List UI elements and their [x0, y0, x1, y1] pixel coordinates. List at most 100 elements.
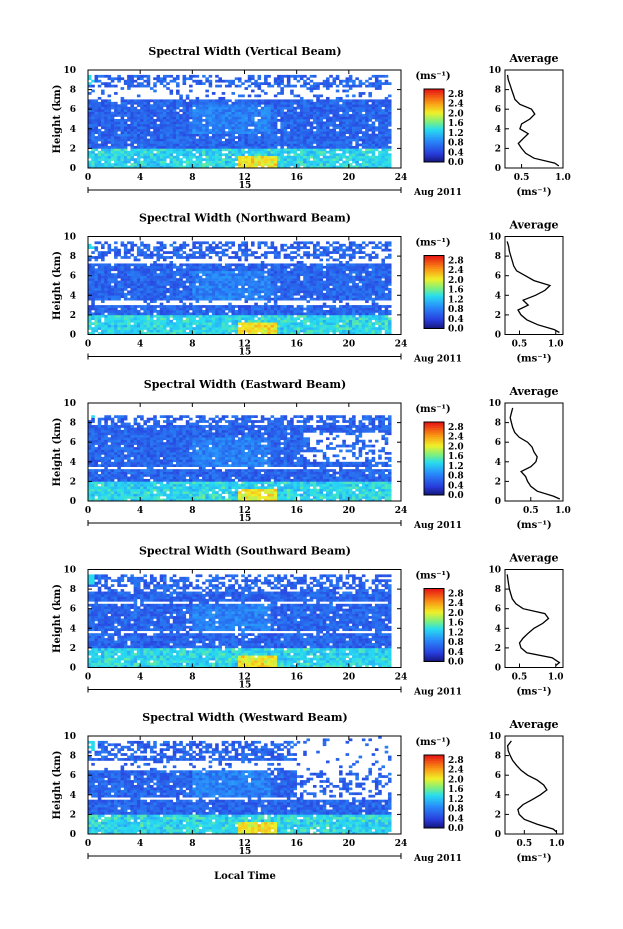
heatmap-cell [368, 111, 372, 115]
heatmap-cell [185, 121, 190, 125]
heatmap-cell [293, 84, 297, 88]
heatmap-cell [228, 163, 232, 166]
heatmap-cell [358, 106, 363, 110]
heatmap-cell [140, 263, 144, 267]
heatmap-cell [348, 148, 353, 152]
heatmap-cell [169, 327, 174, 330]
heatmap-cell [146, 119, 151, 122]
heatmap-cell [192, 314, 196, 318]
heatmap-cell [260, 106, 265, 110]
heatmap-cell [176, 153, 180, 157]
heatmap-cell [316, 96, 320, 100]
heatmap-cell [211, 283, 216, 286]
heatmap-cell [130, 109, 134, 112]
heatmap-cell [326, 101, 330, 105]
heatmap-cell [192, 116, 196, 120]
heatmap-cell [339, 116, 343, 120]
heatmap-cell [182, 256, 187, 259]
heatmap-cell [257, 305, 262, 308]
heatmap-cell [251, 314, 255, 318]
heatmap-cell [231, 305, 236, 308]
heatmap-cell [156, 136, 161, 139]
heatmap-cell [123, 265, 128, 269]
heatmap-cell [176, 92, 180, 95]
heatmap-cell [309, 84, 314, 88]
heatmap-cell [127, 101, 131, 105]
heatmap-cell [205, 297, 209, 301]
heatmap-cell [293, 101, 297, 105]
heatmap-cell [247, 136, 252, 139]
heatmap-cell [205, 94, 209, 98]
colorbar-swatch [424, 92, 444, 95]
heatmap-cell [244, 314, 249, 318]
heatmap-cell [257, 94, 262, 98]
heatmap-cell [348, 99, 353, 103]
heatmap-cell [149, 150, 154, 154]
heatmap-cell [202, 163, 206, 166]
heatmap-cell [283, 138, 288, 142]
heatmap-cell [172, 283, 177, 286]
heatmap-cell [130, 82, 134, 85]
heatmap-cell [172, 329, 177, 333]
heatmap-cell [312, 327, 317, 330]
heatmap-cell [221, 273, 226, 276]
heatmap-cell [94, 329, 99, 333]
heatmap-cell [162, 145, 167, 149]
heatmap-cell [159, 241, 164, 245]
heatmap-cell [381, 133, 385, 137]
heatmap-cell [130, 329, 134, 333]
heatmap-cell [358, 109, 363, 112]
heatmap-cell [202, 270, 206, 274]
heatmap-cell [211, 327, 216, 330]
heatmap-cell [244, 128, 249, 132]
heatmap-cell [293, 128, 297, 132]
heatmap-cell [149, 104, 154, 108]
heatmap-cell [260, 283, 265, 286]
heatmap-cell [251, 163, 255, 166]
heatmap-cell [179, 248, 183, 252]
heatmap-cell [286, 82, 291, 85]
heatmap-cell [251, 287, 255, 291]
heatmap-cell [309, 285, 314, 289]
heatmap-cell [185, 322, 190, 325]
heatmap-cell [172, 307, 177, 311]
heatmap-cell [215, 305, 219, 308]
heatmap-cell [365, 99, 369, 103]
heatmap-cell [189, 285, 193, 289]
heatmap-cell [312, 84, 317, 88]
heatmap-cell [299, 285, 304, 289]
heatmap-cell [361, 109, 366, 112]
heatmap-cell [104, 319, 108, 323]
heatmap-cell [303, 111, 307, 115]
heatmap-cell [267, 82, 271, 85]
heatmap-cell [205, 324, 209, 328]
heatmap-cell [166, 131, 170, 134]
heatmap-cell [156, 241, 161, 245]
heatmap-cell [286, 256, 291, 259]
heatmap-cell [303, 153, 307, 157]
heatmap-cell [205, 148, 209, 152]
heatmap-cell [208, 317, 213, 321]
heatmap-cell [267, 136, 271, 139]
heatmap-cell [290, 324, 294, 328]
heatmap-cell [299, 141, 304, 144]
heatmap-cell [189, 302, 193, 306]
heatmap-cell [361, 106, 366, 110]
heatmap-cell [88, 243, 92, 247]
heatmap-cell [110, 322, 115, 325]
heatmap-cell [182, 275, 187, 279]
heatmap-cell [215, 145, 219, 149]
heatmap-cell [332, 148, 337, 152]
heatmap-cell [136, 290, 141, 294]
heatmap-cell [88, 246, 92, 250]
heatmap-cell [290, 317, 294, 321]
heatmap-cell [127, 324, 131, 328]
heatmap-cell [251, 155, 255, 159]
heatmap-cell [221, 111, 226, 115]
heatmap-cell [277, 150, 281, 154]
heatmap-cell [326, 128, 330, 132]
heatmap-cell [211, 148, 216, 152]
heatmap-cell [166, 126, 170, 130]
heatmap-cell [153, 89, 157, 93]
heatmap-cell [205, 165, 209, 168]
